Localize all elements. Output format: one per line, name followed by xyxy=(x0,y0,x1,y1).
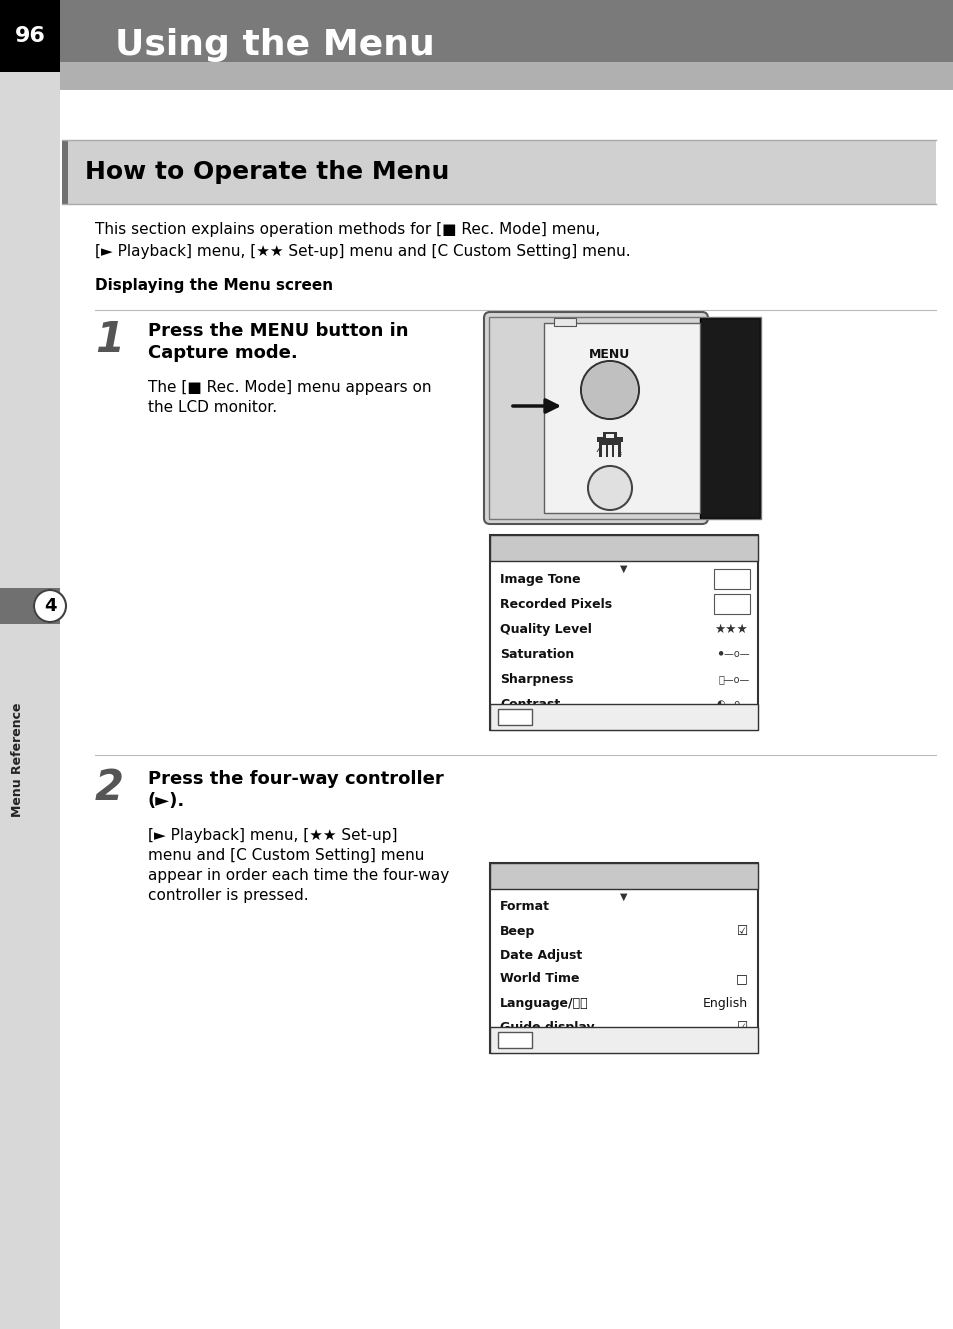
Text: ◐—o—: ◐—o— xyxy=(716,699,749,708)
Text: Ⓢ—o—: Ⓢ—o— xyxy=(718,674,749,684)
Text: □: □ xyxy=(736,973,747,986)
Bar xyxy=(713,594,749,614)
Text: The [■ Rec. Mode] menu appears on: The [■ Rec. Mode] menu appears on xyxy=(148,380,431,395)
Bar xyxy=(490,536,758,730)
Text: ▼: ▼ xyxy=(619,563,627,574)
Bar xyxy=(62,140,68,203)
Text: MENU: MENU xyxy=(498,712,531,722)
Text: Beep: Beep xyxy=(499,925,535,937)
Text: Press the four-way controller: Press the four-way controller xyxy=(148,769,443,788)
Bar xyxy=(713,569,749,589)
Bar xyxy=(62,1070,953,1329)
Bar xyxy=(60,90,953,120)
Text: World Time: World Time xyxy=(499,973,578,986)
Text: menu and [C Custom Setting] menu: menu and [C Custom Setting] menu xyxy=(148,848,424,863)
Text: Press the MENU button in: Press the MENU button in xyxy=(148,322,408,340)
Text: Exit: Exit xyxy=(539,711,563,723)
Bar xyxy=(60,0,953,90)
Text: Rec. Mode: Rec. Mode xyxy=(510,541,582,554)
Bar xyxy=(554,318,576,326)
Text: 96: 96 xyxy=(14,27,46,47)
Circle shape xyxy=(34,590,66,622)
Text: 6M: 6M xyxy=(723,599,740,609)
Text: Sharpness: Sharpness xyxy=(499,672,573,686)
Text: Image Tone: Image Tone xyxy=(499,573,580,586)
Text: ☑: ☑ xyxy=(736,1021,747,1034)
Text: appear in order each time the four-way: appear in order each time the four-way xyxy=(148,868,449,882)
Text: ★★★: ★★★ xyxy=(714,622,747,635)
Bar xyxy=(490,1027,758,1053)
Bar xyxy=(62,140,935,203)
Text: ▼: ▼ xyxy=(619,892,627,902)
Bar xyxy=(0,587,60,625)
Text: (►).: (►). xyxy=(148,792,185,809)
Text: Capture mode.: Capture mode. xyxy=(148,344,297,361)
Text: MENU: MENU xyxy=(498,1035,531,1045)
Bar xyxy=(602,432,617,439)
Text: ☑: ☑ xyxy=(736,925,747,937)
Text: English: English xyxy=(702,997,747,1010)
Bar xyxy=(490,863,758,889)
Bar xyxy=(497,708,532,726)
Bar xyxy=(490,536,758,561)
Text: MENU: MENU xyxy=(589,347,630,360)
Bar xyxy=(597,437,622,443)
Bar xyxy=(614,445,618,457)
Text: Exit: Exit xyxy=(539,1034,563,1046)
Text: ■: ■ xyxy=(497,541,509,554)
FancyBboxPatch shape xyxy=(54,0,953,110)
Bar xyxy=(60,60,953,116)
Bar xyxy=(543,323,700,513)
Text: 2: 2 xyxy=(95,767,124,809)
Bar xyxy=(601,445,605,457)
Text: ■►★★ Set-up: ■►★★ Set-up xyxy=(496,870,579,881)
FancyBboxPatch shape xyxy=(483,312,707,524)
Text: ►■✖С: ►■✖С xyxy=(718,544,749,553)
Bar xyxy=(497,1033,532,1049)
Text: Format: Format xyxy=(499,901,550,913)
Text: Displaying the Menu screen: Displaying the Menu screen xyxy=(95,278,333,292)
Bar xyxy=(605,435,614,439)
Circle shape xyxy=(582,363,637,417)
Text: Language/言語: Language/言語 xyxy=(499,997,588,1010)
Text: Date Adjust: Date Adjust xyxy=(499,949,581,961)
Text: Quality Level: Quality Level xyxy=(499,622,591,635)
Text: Using the Menu: Using the Menu xyxy=(115,28,435,62)
Bar xyxy=(0,0,60,1329)
Text: controller is pressed.: controller is pressed. xyxy=(148,888,309,902)
Text: Recorded Pixels: Recorded Pixels xyxy=(499,598,612,610)
Text: This section explains operation methods for [■ Rec. Mode] menu,: This section explains operation methods … xyxy=(95,222,599,237)
Text: Saturation: Saturation xyxy=(499,647,574,661)
Bar xyxy=(607,445,612,457)
Text: Guide display: Guide display xyxy=(499,1021,594,1034)
Text: Contrast: Contrast xyxy=(499,698,559,711)
Bar xyxy=(598,441,620,457)
Text: How to Operate the Menu: How to Operate the Menu xyxy=(85,159,449,183)
Bar xyxy=(60,0,953,62)
Text: [► Playback] menu, [★★ Set-up] menu and [C Custom Setting] menu.: [► Playback] menu, [★★ Set-up] menu and … xyxy=(95,245,630,259)
Text: 1: 1 xyxy=(95,319,124,361)
Text: the LCD monitor.: the LCD monitor. xyxy=(148,400,276,415)
Text: ⚫—o—: ⚫—o— xyxy=(716,649,749,659)
Text: ◎/: ◎/ xyxy=(725,574,737,583)
Text: [► Playback] menu, [★★ Set-up]: [► Playback] menu, [★★ Set-up] xyxy=(148,828,397,843)
Bar xyxy=(700,318,760,518)
Text: 4: 4 xyxy=(44,597,56,615)
Text: Menu Reference: Menu Reference xyxy=(11,703,25,817)
Bar xyxy=(490,863,758,1053)
Text: ⁄‗‗‗: ⁄‗‗‗ xyxy=(598,441,621,455)
Text: ►C: ►C xyxy=(733,870,749,881)
Bar xyxy=(0,0,60,72)
Bar xyxy=(490,704,758,730)
Circle shape xyxy=(589,468,629,508)
